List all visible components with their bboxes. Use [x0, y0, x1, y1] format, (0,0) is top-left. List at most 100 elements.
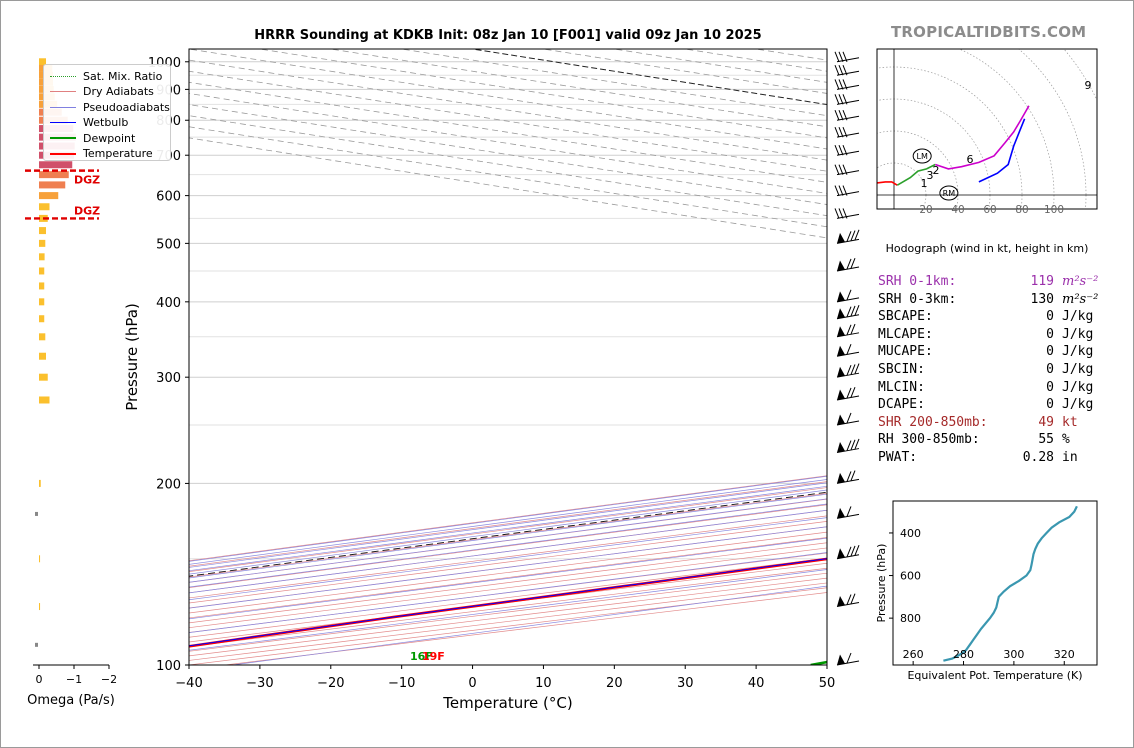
y-tick-label: 400 [156, 296, 181, 311]
isotherm [189, 126, 827, 228]
wind-barb-feather [846, 387, 852, 399]
wind-barb-feather [842, 126, 848, 138]
index-unit: J/kg [1062, 326, 1094, 342]
wind-barb-feather [842, 110, 848, 121]
theta-e-panel: 400 600 800 260 280 300 320 Equivalent Pot. Tem… [875, 500, 1098, 682]
index-unit: m²s⁻² [1062, 291, 1099, 307]
hodograph-ring-label: 60 [983, 204, 996, 216]
legend-swatch [50, 91, 76, 92]
hodograph-segment [877, 181, 898, 186]
sounding-indices: SRH 0-1km: 119 m²s⁻² SRH 0-3km: 130 m²s⁻² SBCA… [878, 273, 1098, 467]
wind-barb [836, 170, 860, 176]
wind-barb [836, 554, 860, 560]
theta-e-y-label: Pressure (hPa) [875, 544, 888, 623]
wind-barb [836, 84, 860, 90]
index-unit: J/kg [1062, 361, 1094, 377]
wind-barb [836, 132, 860, 138]
omega-bar [39, 282, 45, 290]
wind-barb-flag [837, 654, 845, 665]
wind-barb [836, 420, 860, 426]
theta-e-line [943, 505, 1078, 662]
wind-barb-feather [846, 506, 852, 517]
hodograph-height-label: 9 [1085, 79, 1092, 92]
wind-barb-feather [846, 412, 852, 424]
wind-barb-feather [834, 126, 840, 138]
y-tick-label: 100 [156, 659, 181, 674]
theta-e-x-tick-label: 280 [953, 648, 974, 661]
hodograph-segment [978, 118, 1026, 183]
index-unit: J/kg [1062, 344, 1094, 360]
wind-barb [836, 314, 860, 320]
wind-barb-feather [838, 185, 844, 196]
wind-barb-feather [850, 387, 856, 398]
wind-barb-flag [837, 232, 845, 244]
index-value: 0 [1046, 344, 1054, 360]
dgz-label: DGZ [74, 174, 100, 187]
theta-e-y-tick-label: 400 [900, 527, 921, 540]
index-label: DCAPE: [878, 397, 925, 413]
wind-barb-feather [834, 185, 840, 196]
wind-barb-feather [846, 231, 852, 242]
wind-barb [836, 70, 860, 76]
index-label: SBCIN: [878, 361, 925, 377]
index-label: SRH 0-3km: [878, 291, 957, 307]
hodograph-caption: Hodograph (wind in kt, height in km) [886, 242, 1089, 255]
index-value: 49 [1038, 414, 1054, 430]
wind-barb [836, 602, 860, 608]
wind-barb-feather [846, 306, 852, 317]
wind-barb-flag [837, 345, 845, 357]
wind-barb [836, 660, 860, 666]
wind-barb-feather [846, 594, 852, 605]
storm-motion-label: LM [916, 152, 927, 161]
surface-dewpoint-label: 16F [410, 650, 433, 663]
surface-temperature-label: 19F [422, 650, 445, 663]
omega-bar [39, 396, 50, 404]
wind-barb-flag [837, 472, 845, 484]
x-tick-label: −20 [317, 676, 344, 691]
wind-barb-feather [846, 344, 852, 355]
theta-e-plot-area [943, 505, 1078, 662]
hodograph-height-label: 3 [927, 169, 934, 182]
omega-bar [39, 603, 41, 611]
index-value: 0 [1046, 379, 1054, 395]
wind-barb-feather [834, 94, 840, 105]
hodograph-segment [896, 163, 936, 186]
theta-e-x-tick-label: 320 [1054, 648, 1075, 661]
isotherm [189, 93, 827, 194]
wind-barb-flag [837, 442, 845, 453]
x-tick-label: 10 [535, 676, 552, 691]
theta-e-y-tick-label: 600 [900, 570, 921, 583]
legend-entry: Dry Adiabats [50, 84, 154, 100]
legend-swatch [50, 137, 76, 139]
index-value: 119 [1030, 274, 1054, 289]
omega-bar [39, 555, 41, 563]
theta-e-y-tick-label: 800 [900, 612, 921, 625]
storm-motion-marker [912, 148, 932, 164]
legend-swatch [50, 75, 76, 77]
legend-label: Dry Adiabats [83, 85, 154, 98]
wind-barb-feather [846, 365, 852, 376]
index-value: 0 [1046, 397, 1054, 413]
wind-barb-feather [850, 545, 856, 557]
y-tick-label: 600 [156, 190, 181, 205]
index-row: SRH 0-3km: 130 m²s⁻² [878, 291, 1098, 309]
index-unit: % [1062, 432, 1070, 448]
legend-swatch [50, 152, 76, 155]
wind-barb-feather [838, 110, 844, 121]
hodograph-panel: 20 40 60 80 100 123 6 9 LM RM Hodograph (wind in k… [876, 48, 1098, 255]
index-row: MUCAPE: 0 J/kg [878, 343, 1098, 361]
wind-barb-feather [846, 471, 852, 482]
wind-barb-feather [838, 94, 844, 105]
wind-barb-feather [842, 145, 848, 156]
legend-entry: Dewpoint [50, 130, 135, 146]
wind-barb-flag [837, 548, 845, 559]
isotherm [189, 70, 827, 172]
omega-tick-mark [35, 642, 38, 647]
omega-tick-label: 0 [36, 673, 43, 686]
omega-bar [39, 171, 69, 179]
wind-barb-feather [850, 593, 856, 604]
wind-barb-feather [834, 145, 840, 156]
omega-tick-label: −2 [101, 673, 117, 686]
wind-barb-feather [850, 439, 856, 450]
